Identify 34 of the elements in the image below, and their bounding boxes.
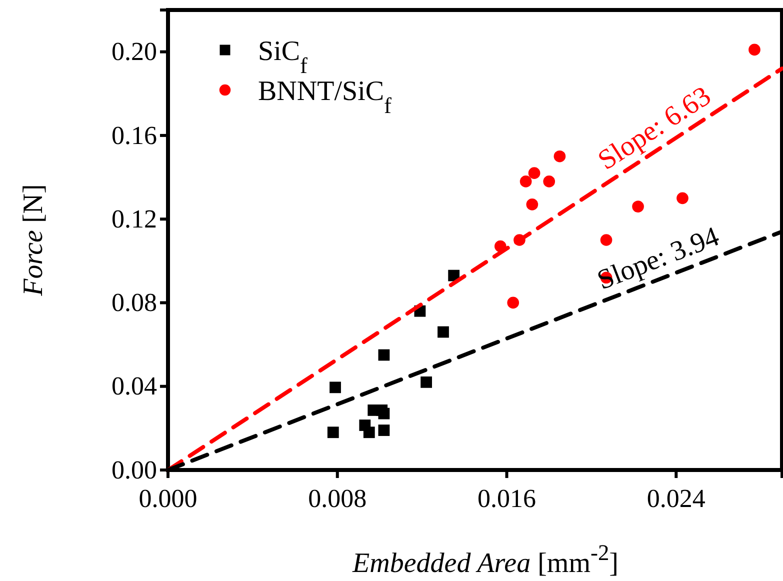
y-tick-label: 0.04 bbox=[112, 372, 157, 401]
x-tick-label: 0.008 bbox=[308, 484, 367, 513]
y-tick-label: 0.08 bbox=[112, 288, 157, 318]
point bbox=[554, 150, 566, 162]
point bbox=[378, 424, 390, 436]
point bbox=[507, 296, 520, 309]
point bbox=[632, 200, 644, 212]
legend-label: SiC$_{f}$ bbox=[258, 36, 308, 78]
point bbox=[748, 44, 760, 56]
point bbox=[543, 176, 556, 188]
point bbox=[676, 192, 688, 204]
x-tick-label: 0.024 bbox=[646, 484, 706, 513]
y-tick-label: 0.12 bbox=[112, 204, 157, 234]
point bbox=[438, 326, 449, 338]
point bbox=[327, 426, 339, 438]
x-tick-label: 0.000 bbox=[138, 484, 198, 513]
y-tick-label: 0.16 bbox=[112, 120, 157, 150]
point bbox=[363, 426, 375, 438]
point bbox=[420, 376, 432, 388]
x-tick-label: 0.016 bbox=[478, 484, 536, 513]
point bbox=[528, 167, 540, 179]
x-axis-title: Embedded Area [mm$^{-2}$] bbox=[352, 540, 618, 579]
y-axis-title: Force [N] bbox=[18, 184, 49, 297]
point bbox=[526, 198, 538, 210]
y-tick-label: 0.20 bbox=[112, 37, 157, 66]
legend-label: BNNT/SiC$_{f}$ bbox=[258, 76, 392, 118]
point bbox=[520, 176, 532, 188]
point bbox=[378, 408, 390, 420]
point bbox=[600, 234, 612, 246]
annotation: Slope: 3.94 bbox=[593, 222, 724, 297]
y-tick-label: 0.00 bbox=[112, 455, 157, 484]
annotation: Slope: 6.63 bbox=[593, 80, 717, 177]
point bbox=[378, 349, 390, 361]
point bbox=[330, 382, 341, 394]
